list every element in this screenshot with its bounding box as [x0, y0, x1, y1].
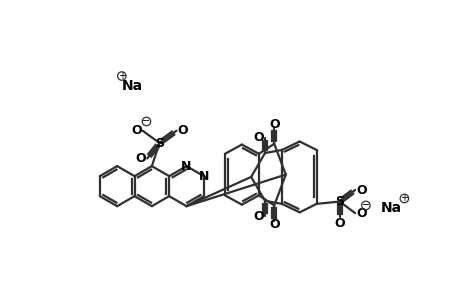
Text: O: O [269, 218, 279, 231]
Text: +: + [399, 194, 408, 203]
Text: S: S [335, 195, 343, 208]
Text: −: − [361, 200, 369, 210]
Text: O: O [334, 217, 344, 230]
Text: Na: Na [380, 201, 401, 215]
Text: N: N [181, 160, 191, 172]
Text: O: O [355, 207, 366, 220]
Text: O: O [253, 210, 263, 223]
Text: −: − [142, 116, 150, 127]
Text: O: O [269, 118, 279, 131]
Text: +: + [118, 71, 125, 81]
Text: N: N [198, 169, 208, 183]
Text: Na: Na [122, 79, 143, 93]
Text: O: O [177, 124, 188, 137]
Text: S: S [155, 136, 164, 149]
Text: O: O [135, 152, 146, 165]
Text: O: O [355, 184, 366, 196]
Text: O: O [253, 131, 263, 144]
Text: O: O [131, 124, 141, 137]
